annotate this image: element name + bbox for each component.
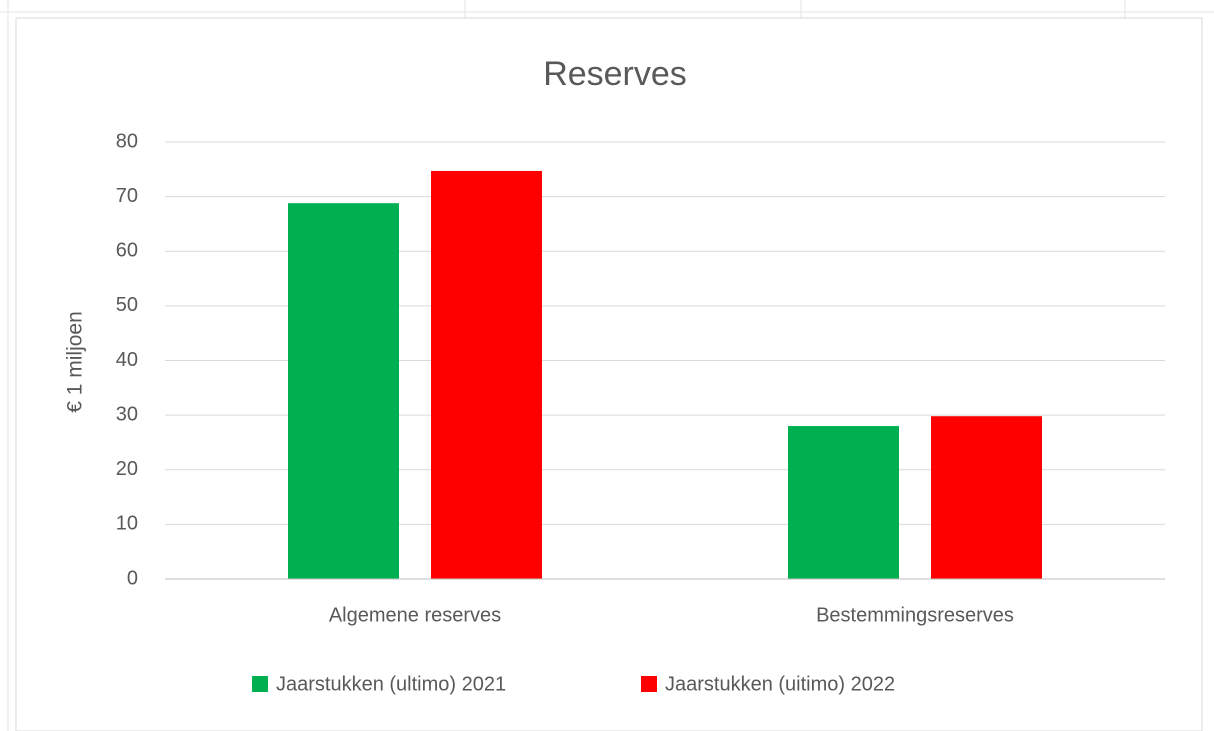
legend-swatch [641,676,657,692]
bar [431,170,542,580]
bar [788,426,899,579]
y-tick-label: 50 [116,294,138,316]
bar [931,416,1042,579]
y-tick-label: 10 [116,513,138,535]
y-tick-label: 30 [116,403,138,425]
y-tick-label: 80 [116,130,138,152]
y-tick-label: 60 [116,240,138,262]
y-tick-label: 40 [116,349,138,371]
bar [288,203,399,579]
y-tick-label: 20 [116,458,138,480]
y-tick-label: 0 [127,567,138,589]
legend-swatch [252,676,268,692]
x-tick-label: Algemene reserves [329,604,501,626]
y-axis-label: € 1 miljoen [64,311,87,413]
legend-label: Jaarstukken (uitimo) 2022 [665,673,895,695]
chart-area [15,17,1203,731]
x-tick-label: Bestemmingsreserves [816,604,1014,626]
legend-label: Jaarstukken (ultimo) 2021 [276,673,506,695]
y-tick-label: 70 [116,185,138,207]
chart-title: Reserves [543,55,687,93]
